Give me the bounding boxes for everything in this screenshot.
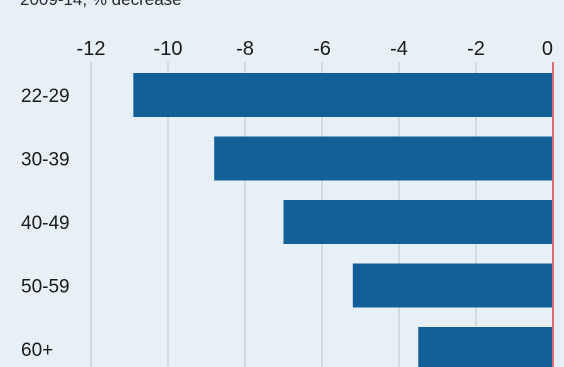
x-tick-label: -8 [236,38,254,60]
category-label: 30-39 [21,150,70,171]
category-label: 22-29 [21,86,70,107]
bar [352,263,553,308]
bar [133,73,553,117]
x-tick-label: -2 [467,38,485,60]
x-axis-ticks: -12 -10 -8 -6 -4 -2 0 [77,38,553,60]
category-label: 50-59 [21,277,70,298]
x-tick-label: 0 [542,38,553,60]
x-tick-label: -12 [77,38,106,60]
x-tick-label: -4 [390,38,408,60]
x-tick-label: -6 [313,38,331,60]
bar [214,136,553,181]
bar [283,200,553,244]
x-tick-label: -10 [154,38,183,60]
bar [418,327,553,367]
category-label: 60+ [21,340,53,361]
bars [133,73,553,367]
chart-subtitle: 2009-14, % decrease [20,0,182,10]
y-axis-categories: 22-29 30-39 40-49 50-59 60+ [21,86,70,361]
category-label: 40-49 [21,213,70,234]
